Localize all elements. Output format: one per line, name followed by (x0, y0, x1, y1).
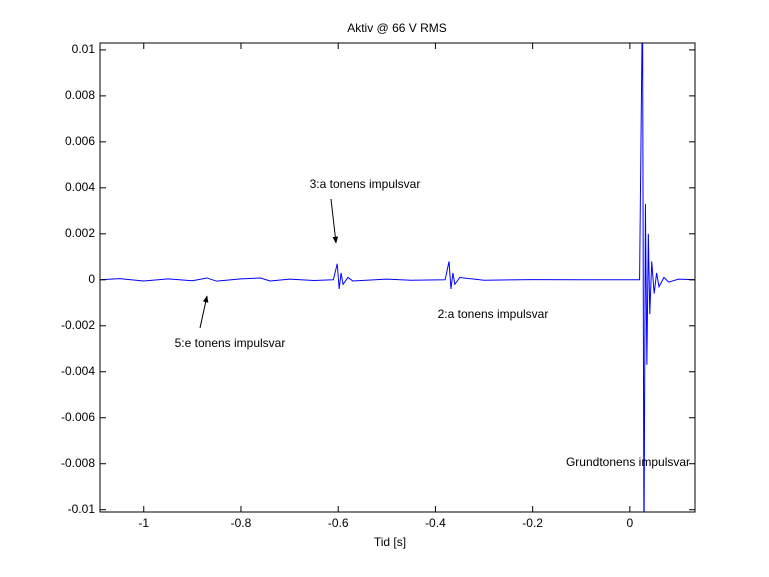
y-tick-label: 0.01 (72, 42, 96, 56)
annotation: 3:a tonens impulsvar (310, 177, 421, 191)
annotation: Grundtonens impulsvar (566, 455, 690, 469)
y-tick-label: 0 (88, 272, 95, 286)
y-tick-label: -0.006 (61, 410, 95, 424)
x-tick-label: -0.8 (231, 516, 252, 530)
plot-area (100, 43, 695, 512)
y-tick-label: 0.002 (65, 226, 95, 240)
axes-frame (99, 42, 696, 513)
y-tick-label: -0.004 (61, 364, 95, 378)
x-axis-label: Tid [s] (374, 535, 406, 549)
x-tick-label: 0 (627, 516, 634, 530)
data-line (100, 43, 695, 512)
y-tick-label: -0.002 (61, 318, 95, 332)
y-tick-label: 0.004 (65, 180, 95, 194)
y-tick-label: -0.01 (68, 502, 96, 516)
y-tick-label: 0.006 (65, 134, 95, 148)
annotation-arrow (199, 295, 209, 329)
x-tick-label: -0.4 (425, 516, 446, 530)
annotation-arrow (330, 198, 339, 244)
x-tick-label: -1 (138, 516, 149, 530)
x-tick-label: -0.6 (328, 516, 349, 530)
chart-title: Aktiv @ 66 V RMS (347, 21, 447, 35)
x-tick-label: -0.2 (522, 516, 543, 530)
y-tick-label: -0.008 (61, 456, 95, 470)
annotation: 5:e tonens impulsvar (175, 336, 286, 350)
y-tick-label: 0.008 (65, 88, 95, 102)
annotation: 2:a tonens impulsvar (438, 307, 549, 321)
